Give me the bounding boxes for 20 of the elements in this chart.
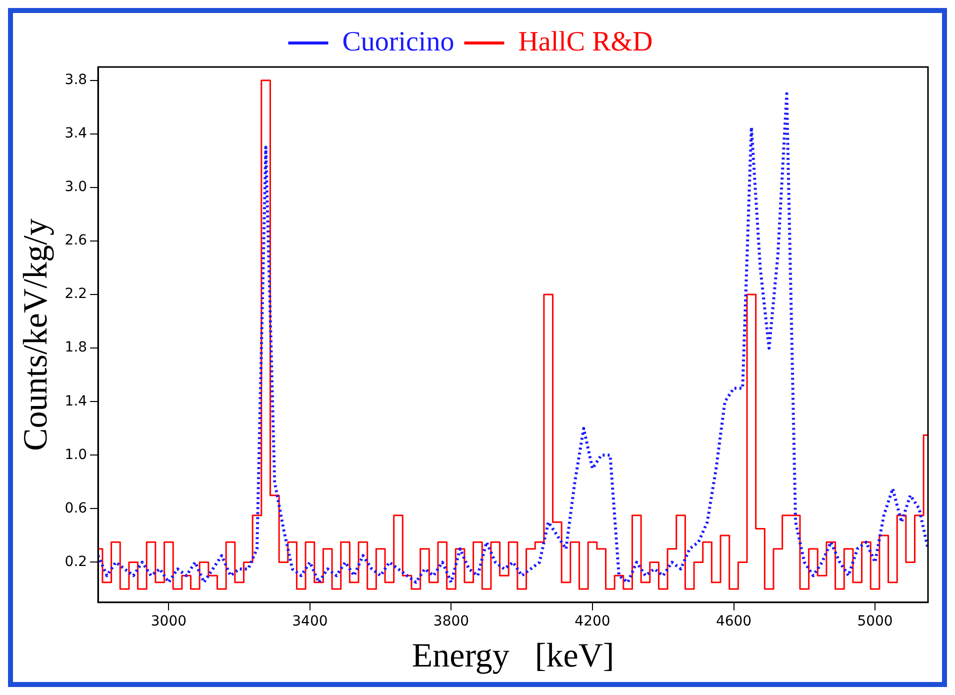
y-tick-label: 2.6 bbox=[64, 232, 88, 249]
y-tick-label: 1.0 bbox=[64, 446, 88, 463]
y-tick-label: 3.4 bbox=[64, 126, 88, 142]
x-axis-title: Energy [keV] bbox=[412, 638, 614, 675]
x-tick-label: 3800 bbox=[433, 613, 470, 630]
x-tick-label: 5000 bbox=[857, 613, 893, 630]
y-tick-label: 1.4 bbox=[64, 393, 88, 410]
x-tick-label: 3000 bbox=[150, 613, 187, 630]
y-tick-label: 3.0 bbox=[64, 179, 88, 196]
y-tick-label: 0.2 bbox=[64, 554, 88, 570]
x-tick-label: 3400 bbox=[292, 613, 328, 630]
y-tick-label: 1.8 bbox=[64, 340, 88, 356]
x-tick-label: 4600 bbox=[716, 613, 752, 630]
y-tick-label: 2.2 bbox=[64, 286, 88, 302]
y-tick-label: 0.6 bbox=[64, 500, 88, 516]
x-tick-label: 4200 bbox=[574, 613, 610, 630]
legend-label: Cuoricino bbox=[342, 26, 454, 58]
legend-label: HallC R&D bbox=[518, 26, 653, 58]
y-axis-title: Counts/keV/kg/y bbox=[17, 218, 54, 451]
y-tick-label: 3.8 bbox=[64, 72, 88, 88]
